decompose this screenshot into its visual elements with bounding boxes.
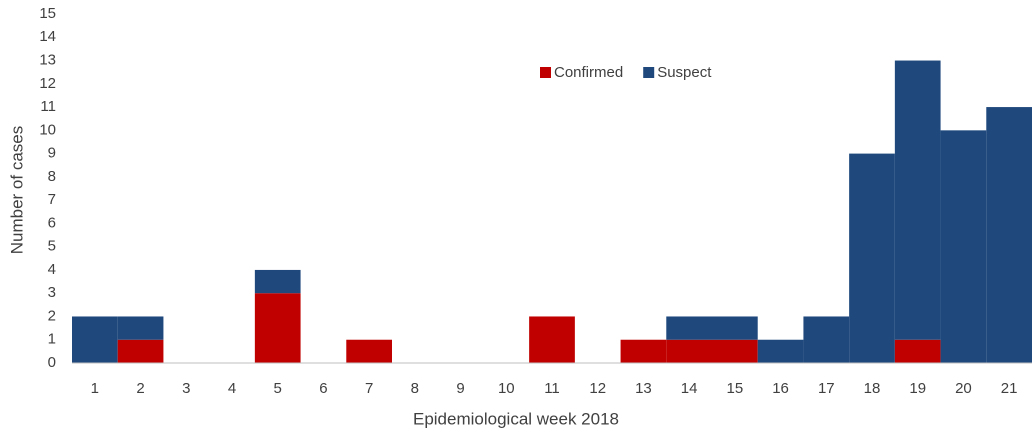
x-tick-label: 16	[772, 380, 789, 397]
x-tick-label: 14	[681, 380, 698, 397]
bar-segment	[712, 339, 758, 363]
x-tick-label: 18	[864, 380, 881, 397]
legend-swatch	[540, 67, 551, 78]
x-tick-label: 10	[498, 380, 515, 397]
y-tick-label: 10	[39, 121, 56, 138]
x-tick-label: 20	[955, 380, 972, 397]
x-tick-label: 13	[635, 380, 652, 397]
y-axis-label: Number of cases	[7, 126, 26, 255]
y-tick-label: 4	[48, 261, 56, 278]
bar-segment	[254, 269, 301, 294]
x-tick-label: 1	[91, 380, 99, 397]
legend-swatch	[643, 67, 655, 78]
legend-label: Confirmed	[554, 64, 623, 81]
y-tick-label: 13	[39, 52, 56, 69]
y-tick-label: 3	[48, 284, 56, 301]
bar-segment	[666, 316, 712, 340]
bar-segment	[346, 339, 392, 363]
bar-segment	[849, 153, 895, 363]
bar-segment	[529, 316, 575, 363]
bar-segment	[986, 107, 1032, 363]
y-tick-label: 0	[48, 354, 56, 371]
y-tick-label: 11	[40, 98, 56, 115]
y-tick-label: 5	[48, 238, 56, 255]
bar-segment	[620, 339, 667, 363]
y-tick-label: 7	[48, 191, 56, 208]
bar-segment	[117, 316, 164, 340]
x-tick-label: 2	[136, 380, 144, 397]
bar-segment	[72, 316, 118, 363]
y-tick-label: 15	[39, 5, 56, 22]
y-tick-label: 6	[48, 214, 56, 231]
y-tick-label: 8	[48, 168, 56, 185]
x-tick-label: 6	[319, 380, 327, 397]
y-tick-label: 12	[39, 75, 56, 92]
y-tick-label: 1	[48, 331, 56, 348]
bar-segment	[757, 339, 804, 363]
x-tick-label: 15	[727, 380, 744, 397]
bar-segment	[803, 316, 850, 363]
bar-segment	[666, 339, 712, 363]
x-tick-label: 5	[274, 380, 282, 397]
x-tick-label: 9	[456, 380, 464, 397]
x-tick-label: 17	[818, 380, 835, 397]
x-tick-label: 8	[411, 380, 419, 397]
bar-segment	[254, 293, 301, 363]
y-tick-label: 9	[48, 145, 56, 162]
bar-segment	[894, 60, 941, 340]
y-tick-label: 2	[48, 307, 56, 324]
legend-label: Suspect	[657, 64, 712, 81]
x-axis-label: Epidemiological week 2018	[413, 409, 619, 428]
x-tick-label: 19	[909, 380, 926, 397]
x-tick-label: 12	[589, 380, 606, 397]
x-tick-label: 21	[1001, 380, 1018, 397]
bar-segment	[117, 339, 164, 363]
bar-segment	[940, 130, 987, 363]
bar-segment	[712, 316, 758, 340]
x-tick-label: 3	[182, 380, 190, 397]
x-tick-label: 11	[544, 380, 560, 397]
x-tick-label: 4	[228, 380, 236, 397]
x-tick-label: 7	[365, 380, 373, 397]
bar-segment	[894, 339, 941, 363]
y-tick-label: 14	[39, 28, 56, 45]
